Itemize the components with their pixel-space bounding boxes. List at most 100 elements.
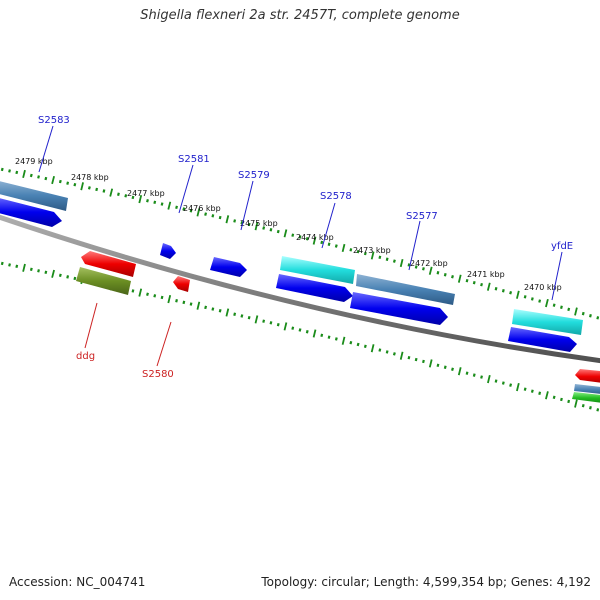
cds-reverse-arrow[interactable] xyxy=(575,369,600,384)
label-line-s2579 xyxy=(240,180,254,231)
gene-label-ddg[interactable]: ddg xyxy=(76,351,95,362)
feature-green[interactable] xyxy=(572,392,600,404)
minor-tick xyxy=(407,355,411,360)
minor-tick xyxy=(501,381,505,385)
major-tick xyxy=(574,307,578,316)
minor-tick xyxy=(363,251,367,256)
reverse-features xyxy=(76,251,600,404)
minor-tick xyxy=(58,179,62,184)
cds-reverse-arrow[interactable] xyxy=(81,251,136,277)
minor-tick xyxy=(422,267,425,271)
minor-tick xyxy=(392,352,396,356)
gene-label-s2579[interactable]: S2579 xyxy=(238,170,270,181)
minor-tick xyxy=(233,312,237,316)
minor-tick xyxy=(560,397,563,402)
major-tick xyxy=(312,329,317,338)
minor-tick xyxy=(509,383,513,387)
minor-tick xyxy=(378,348,382,352)
minor-tick xyxy=(189,208,193,213)
minor-tick xyxy=(37,175,40,179)
cds-forward-arrow[interactable] xyxy=(350,292,448,325)
major-tick xyxy=(370,251,375,260)
cds-forward-arrow[interactable] xyxy=(0,197,62,227)
feature-cyan[interactable] xyxy=(512,309,583,335)
minor-tick xyxy=(146,292,149,296)
minor-tick xyxy=(247,315,251,320)
minor-tick xyxy=(124,194,128,198)
genome-title: Shigella flexneri 2a str. 2457T, complet… xyxy=(140,8,460,23)
cds-forward-arrow[interactable] xyxy=(508,327,577,352)
major-tick xyxy=(428,266,433,275)
minor-tick xyxy=(407,263,411,267)
minor-tick xyxy=(262,319,266,323)
major-tick xyxy=(283,322,288,331)
minor-tick xyxy=(131,289,135,293)
gene-label-s2581[interactable]: S2581 xyxy=(178,154,210,165)
minor-tick xyxy=(262,226,266,230)
label-line-ddg xyxy=(84,302,98,349)
minor-tick xyxy=(414,265,418,269)
minor-tick xyxy=(8,169,11,173)
cds-reverse-arrow[interactable] xyxy=(173,276,190,292)
minor-tick xyxy=(567,307,571,312)
minor-tick xyxy=(589,314,592,318)
cds-forward-arrow[interactable] xyxy=(160,243,176,259)
kbp-label-2472: 2472 kbp xyxy=(410,259,448,268)
feature-steelblue[interactable] xyxy=(0,180,68,211)
minor-tick xyxy=(552,395,556,400)
major-tick xyxy=(457,274,462,283)
minor-tick xyxy=(298,328,302,332)
major-tick xyxy=(254,222,259,231)
minor-tick xyxy=(211,307,215,311)
major-tick xyxy=(428,359,433,368)
minor-tick xyxy=(385,350,389,354)
kbp-label-2475: 2475 kbp xyxy=(240,219,278,228)
label-line-s2580 xyxy=(156,321,172,367)
kbp-label-2478: 2478 kbp xyxy=(71,173,109,182)
minor-tick xyxy=(494,379,498,383)
major-tick xyxy=(341,243,346,253)
major-tick xyxy=(51,269,55,278)
major-tick xyxy=(487,374,491,384)
gene-label-s2577[interactable]: S2577 xyxy=(406,211,438,222)
gene-label-s2578[interactable]: S2578 xyxy=(320,191,352,202)
minor-tick xyxy=(204,305,208,310)
outer-tick-ring xyxy=(0,167,600,320)
major-tick xyxy=(312,236,317,245)
minor-tick xyxy=(15,264,19,269)
label-line-s2583 xyxy=(38,125,54,173)
minor-tick xyxy=(581,311,585,316)
minor-tick xyxy=(443,273,447,277)
cds-forward-arrow[interactable] xyxy=(210,257,247,277)
feature-cyan[interactable] xyxy=(280,256,355,284)
minor-tick xyxy=(334,337,338,341)
minor-tick xyxy=(0,261,4,266)
minor-tick xyxy=(240,221,244,225)
feature-steelblue[interactable] xyxy=(574,384,600,395)
reverse-label-lines xyxy=(84,302,172,367)
minor-tick xyxy=(37,269,40,273)
forward-label-lines xyxy=(38,125,563,301)
minor-tick xyxy=(480,282,483,287)
major-tick xyxy=(22,169,26,179)
gene-label-yfde[interactable]: yfdE xyxy=(551,241,573,252)
feature-olive[interactable] xyxy=(76,267,131,295)
cds-forward-arrow[interactable] xyxy=(276,274,353,302)
minor-tick xyxy=(451,275,454,279)
minor-tick xyxy=(472,373,476,377)
feature-steelblue[interactable] xyxy=(356,274,455,305)
minor-tick xyxy=(422,359,425,364)
minor-tick xyxy=(211,214,215,218)
gene-label-s2583[interactable]: S2583 xyxy=(38,115,70,126)
minor-tick xyxy=(523,295,527,299)
minor-tick xyxy=(247,222,251,227)
gene-label-s2580[interactable]: S2580 xyxy=(142,369,174,380)
minor-tick xyxy=(66,275,70,279)
minor-tick xyxy=(276,229,280,234)
minor-tick xyxy=(465,371,469,375)
minor-tick xyxy=(589,406,592,410)
kbp-label-2474: 2474 kbp xyxy=(296,233,334,242)
minor-tick xyxy=(465,278,469,283)
